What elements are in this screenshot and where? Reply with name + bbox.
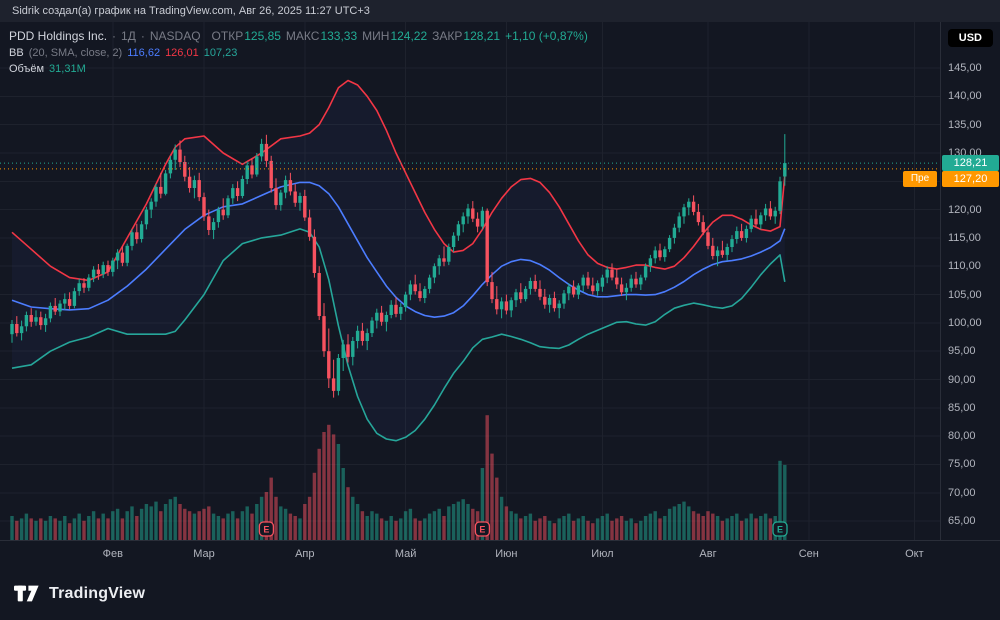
time-tick-label: Окт (905, 548, 924, 560)
bb-params: (20, SMA, close, 2) (28, 47, 123, 59)
separator: · (112, 29, 117, 43)
earnings-icon[interactable]: E (258, 521, 275, 537)
price-tick-label: 145,00 (948, 62, 982, 74)
svg-text:E: E (777, 525, 783, 535)
interval-label: 1Д (121, 29, 136, 43)
time-tick-label: Авг (699, 548, 717, 560)
attribution-bar: Sidrik создал(а) график на TradingView.c… (0, 0, 1000, 22)
symbol-title: PDD Holdings Inc. (9, 29, 108, 43)
price-tick-label: 95,00 (948, 345, 976, 358)
chart-legend: PDD Holdings Inc. · 1Д · NASDAQ ОТКР125,… (9, 29, 588, 79)
time-tick-label: Июн (495, 548, 518, 560)
footer-bar: TradingView (0, 568, 1000, 620)
price-tick-label: 140,00 (948, 90, 982, 103)
time-tick-label: Июл (591, 548, 614, 560)
bb-upper-value: 126,01 (165, 47, 199, 59)
time-tick-label: Май (394, 548, 417, 560)
tradingview-logo-icon[interactable] (14, 584, 40, 604)
svg-text:E: E (263, 525, 269, 535)
legend-volume-row: Объём 31,31М (9, 63, 588, 75)
ohlc-open: ОТКР125,85 (211, 29, 281, 43)
price-tick-label: 90,00 (948, 373, 976, 386)
candles-layer (10, 134, 787, 398)
volume-value: 31,31М (49, 63, 86, 75)
price-tick-label: 105,00 (948, 288, 982, 301)
price-tick-label: 75,00 (948, 458, 976, 471)
grid-layer (0, 22, 940, 540)
exchange-label: NASDAQ (149, 29, 201, 43)
price-tick-label: 100,00 (948, 316, 982, 329)
premarket-price-badge: 127,20 (942, 171, 999, 188)
earnings-icon[interactable]: E (772, 521, 788, 537)
volume-layer (10, 415, 787, 540)
ohlc-high: МАКС133,33 (285, 29, 358, 43)
bb-basis-value: 116,62 (127, 47, 161, 59)
earnings-icon[interactable]: E (474, 521, 491, 537)
price-tick-label: 80,00 (948, 430, 976, 443)
last-price-badge: 128,21 (942, 155, 999, 172)
price-tick-label: 135,00 (948, 118, 982, 131)
price-tick-label: 85,00 (948, 401, 976, 414)
price-tick-label: 65,00 (948, 515, 976, 528)
price-axis[interactable]: 128,21 127,20 145,00 140,00 135,00 130,00 12… (940, 22, 1000, 540)
time-tick-label: Фев (102, 548, 123, 560)
price-tick-label: 120,00 (948, 203, 982, 216)
svg-text:E: E (479, 525, 485, 535)
attribution-text: Sidrik создал(а) график на TradingView.c… (12, 5, 370, 17)
price-tick-label: 110,00 (948, 260, 981, 273)
bb-title: BB (9, 47, 24, 59)
time-tick-label: Сен (798, 548, 819, 560)
ohlc-low: МИН124,22 (362, 29, 428, 43)
premarket-tag: Пре (903, 171, 937, 188)
price-tick-label: 70,00 (948, 486, 976, 499)
time-tick-label: Мар (193, 548, 215, 560)
legend-symbol-row: PDD Holdings Inc. · 1Д · NASDAQ ОТКР125,… (9, 29, 588, 43)
legend-bb-row: BB (20, SMA, close, 2) 116,62 126,01 107… (9, 47, 588, 59)
bb-lower-value: 107,23 (203, 47, 238, 59)
time-tick-label: Апр (295, 548, 315, 560)
separator: · (140, 29, 145, 43)
ohlc-close: ЗАКР128,21 (432, 29, 501, 43)
change-value: +1,10 (+0,87%) (505, 29, 588, 43)
price-lines-layer (0, 162, 940, 170)
tradingview-brand[interactable]: TradingView (49, 585, 146, 602)
volume-label: Объём (9, 63, 45, 75)
price-tick-label: 115,00 (948, 231, 981, 244)
currency-button[interactable]: USD (947, 29, 993, 47)
time-axis[interactable]: Фев Мар Апр Май Июн Июл Авг Сен Окт (0, 540, 1000, 568)
chart-area: E E E PDD Holdings Inc. · 1Д · NASDAQ ОТКР… (0, 22, 1000, 568)
